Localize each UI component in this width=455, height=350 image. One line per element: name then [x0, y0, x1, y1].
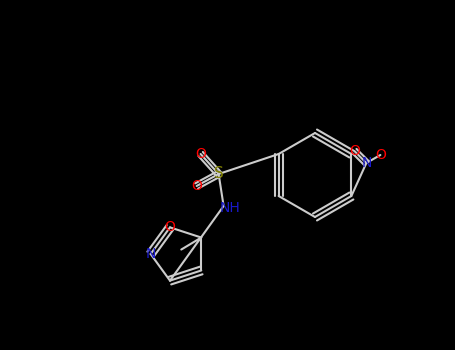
Text: O: O [349, 144, 360, 158]
Text: NH: NH [219, 201, 240, 215]
Text: N: N [361, 156, 372, 170]
Text: O: O [375, 148, 386, 162]
Text: O: O [165, 220, 176, 234]
Text: S: S [214, 167, 223, 182]
Text: O: O [191, 179, 202, 193]
Text: N: N [146, 247, 156, 261]
Text: O: O [195, 147, 206, 161]
